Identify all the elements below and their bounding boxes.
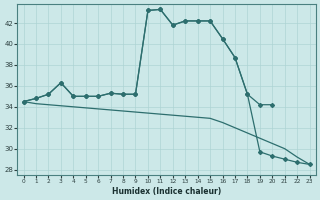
X-axis label: Humidex (Indice chaleur): Humidex (Indice chaleur) [112, 187, 221, 196]
